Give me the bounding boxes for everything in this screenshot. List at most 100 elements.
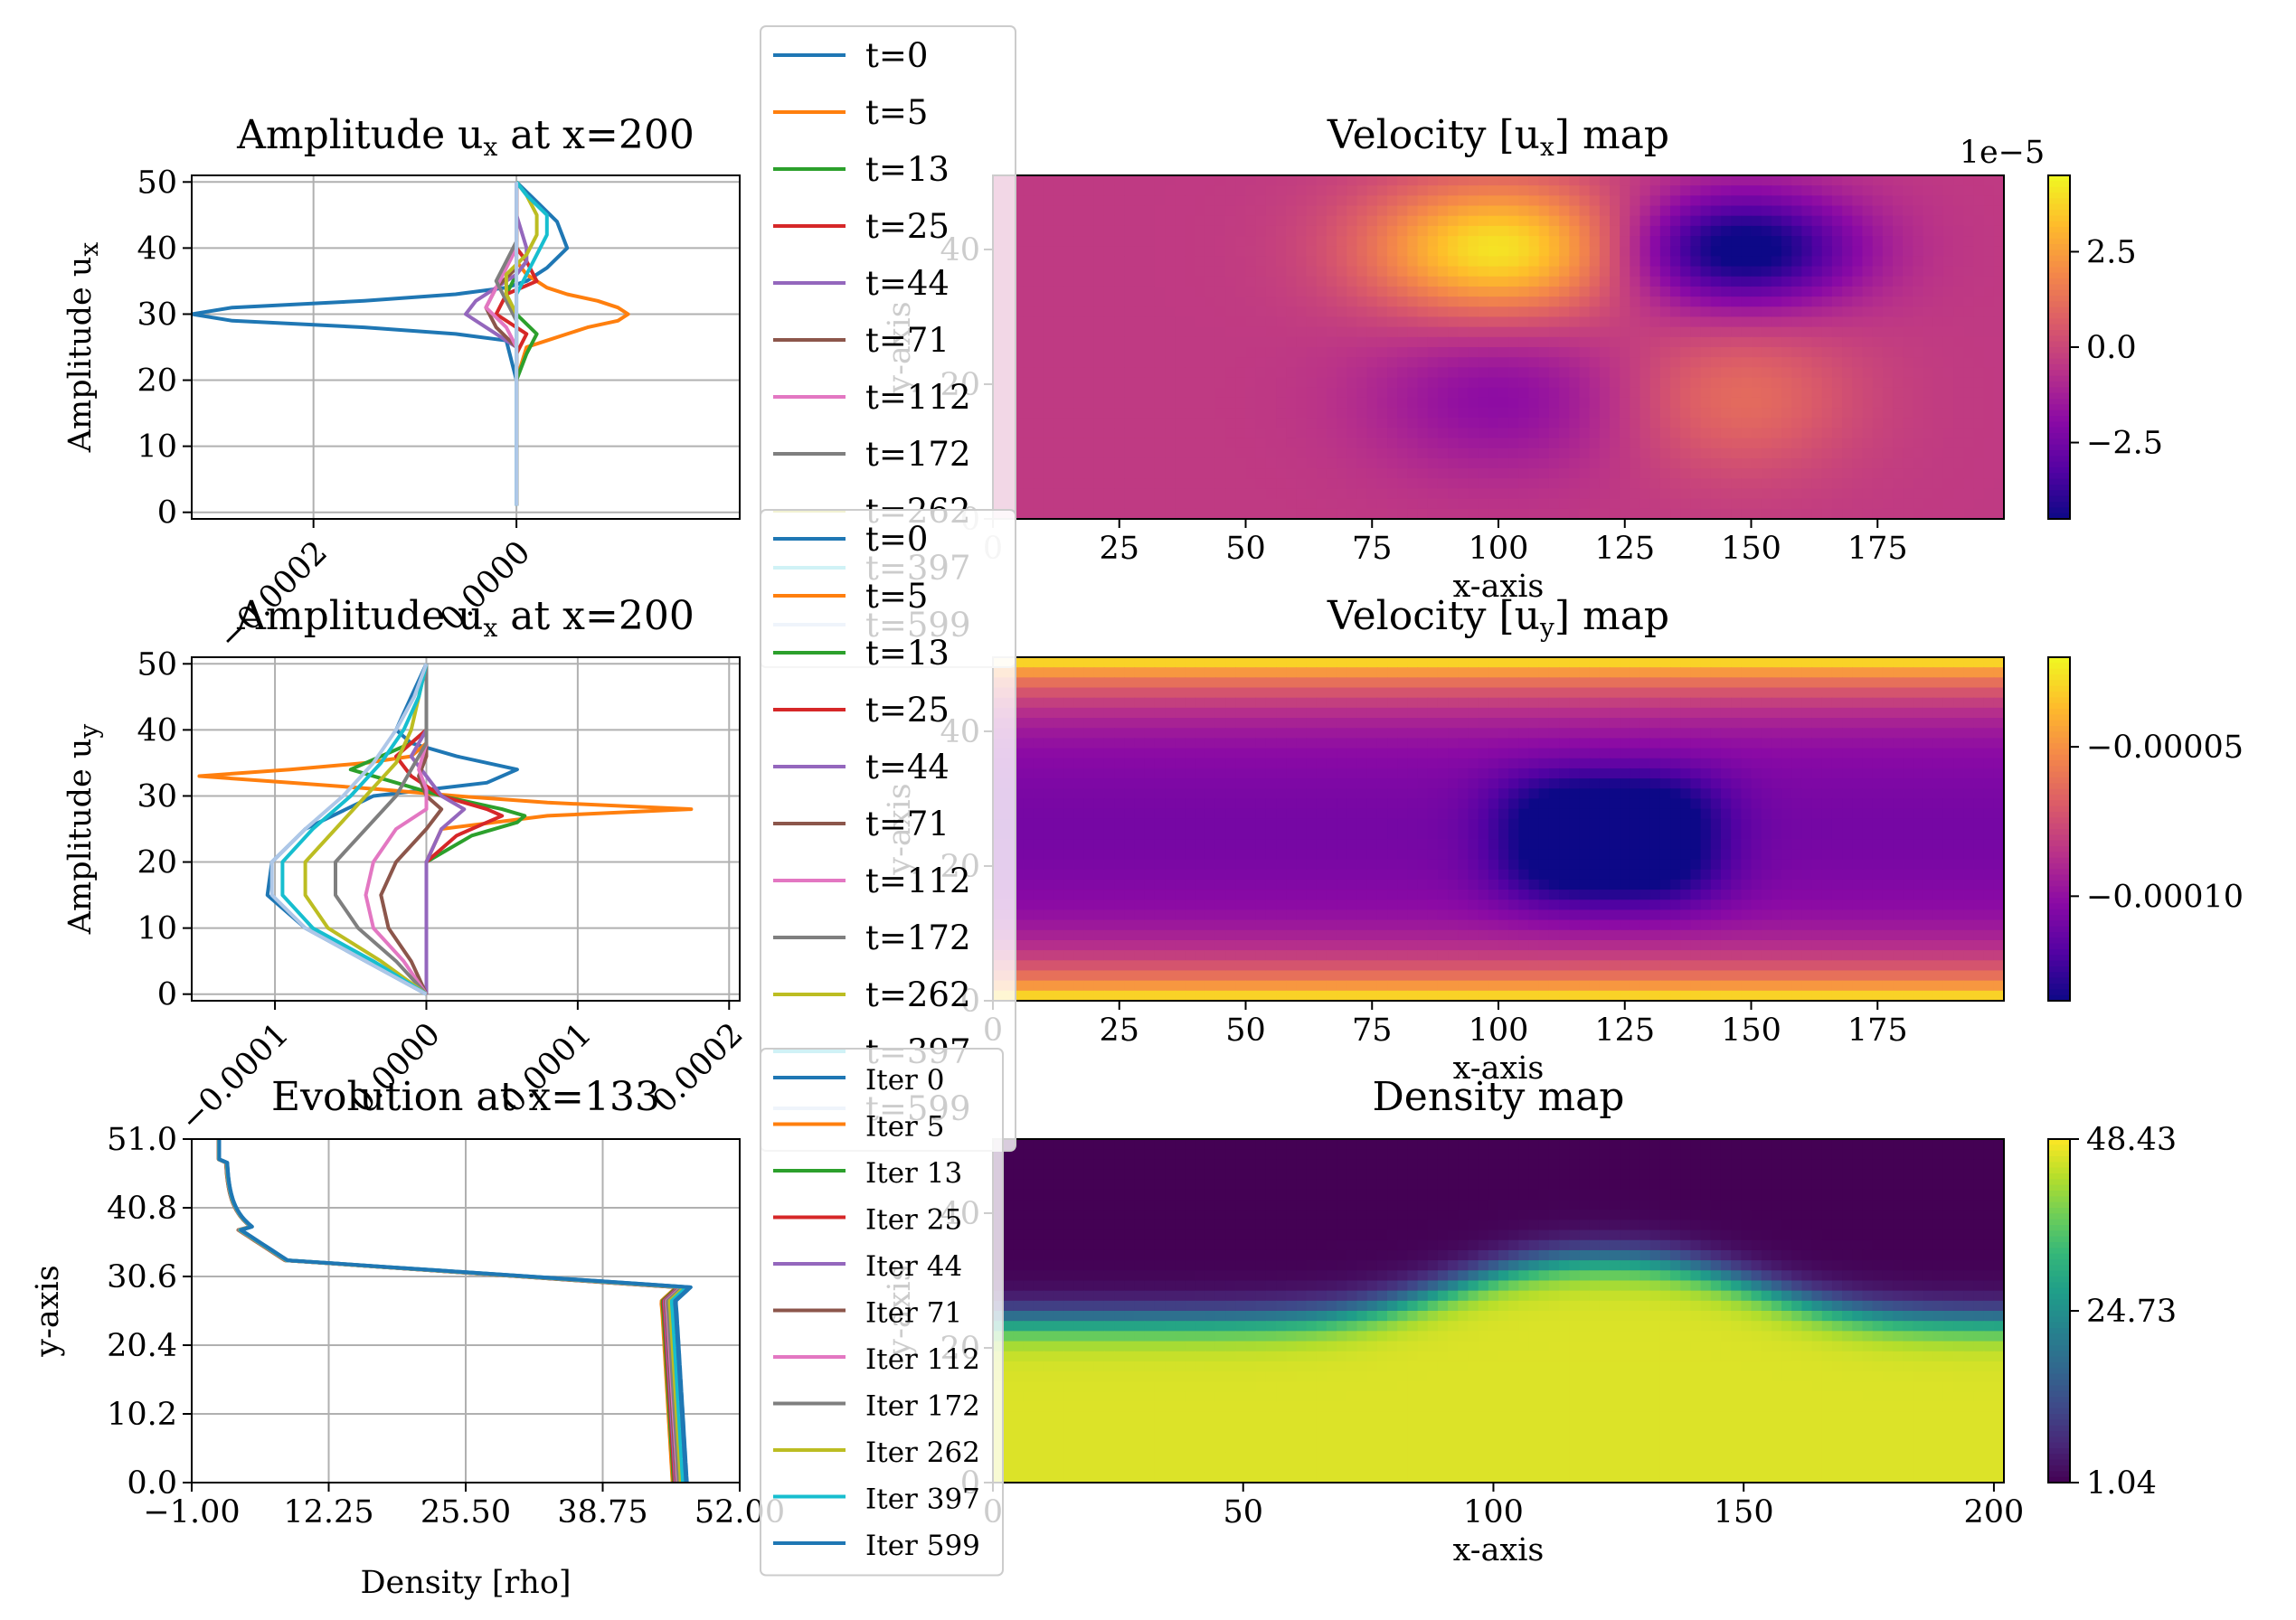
uy-map-cell — [1720, 738, 1732, 749]
ux-map-cell — [1599, 347, 1611, 358]
ux-map-cell — [1599, 205, 1611, 217]
ux-map-cell — [1185, 447, 1196, 459]
uy-map-cell — [1953, 697, 1964, 709]
ux-map-colorbar-cell — [2048, 324, 2070, 331]
ux-map-cell — [1741, 377, 1753, 389]
ux-map-cell — [1468, 367, 1479, 379]
ux-map-cell — [1033, 347, 1044, 358]
uy-map-cell — [1882, 718, 1894, 729]
ux-map-cell — [1185, 488, 1196, 500]
uy-map-cell — [1649, 657, 1661, 668]
ux-map-cell — [1437, 438, 1449, 449]
uy-map-cell — [1376, 677, 1388, 689]
uy-map-cell — [1983, 728, 1995, 739]
ux-map-cell — [1862, 457, 1874, 469]
uy-map-cell — [1831, 657, 1843, 668]
ux-map-cell — [1235, 478, 1247, 490]
uy-map-cell — [1630, 778, 1641, 789]
ux-map-colorbar-cell — [2048, 438, 2070, 446]
ux-map-cell — [1973, 326, 1985, 338]
ux-map-cell — [1811, 306, 1823, 318]
ux-map-cell — [1306, 215, 1318, 227]
ux-map-cell — [1508, 438, 1519, 449]
ux-map-cell — [1296, 185, 1308, 196]
ux-map-cell — [1033, 498, 1044, 510]
uy-map-cell — [1751, 738, 1762, 749]
ux-map-cell — [1528, 246, 1540, 258]
ux-map-cell — [1134, 256, 1146, 268]
ux-map-cell — [1649, 195, 1661, 207]
ux-map-cell — [1407, 447, 1419, 459]
ux-map-colorbar-cell — [2048, 289, 2070, 297]
uy-map-cell — [1448, 697, 1459, 709]
ux-map-cell — [1316, 276, 1328, 287]
uy-map-cell — [1235, 707, 1247, 719]
ux-map-cell — [1579, 306, 1591, 318]
ux-map-cell — [1235, 195, 1247, 207]
ux-map-cell — [1518, 428, 1530, 439]
ux-map-cell — [1033, 457, 1044, 469]
ux-map-cell — [1103, 488, 1115, 500]
ux-map-cell — [1963, 397, 1975, 409]
ux-map-cell — [1639, 336, 1651, 348]
uy-map-cell — [1437, 788, 1449, 800]
ux-map-cell — [1427, 498, 1439, 510]
ux-map-cell — [1923, 236, 1934, 247]
ux-map-cell — [1023, 336, 1035, 348]
ux-map-cell — [1872, 418, 1884, 429]
ux-map-cell — [1225, 266, 1236, 278]
ux-map-cell — [1255, 498, 1267, 510]
ux-map-cell — [1639, 478, 1651, 490]
ux-map-cell — [1498, 367, 1509, 379]
uy-map-cell — [1103, 758, 1115, 769]
ux-map-cell — [1983, 498, 1995, 510]
ux-map-cell — [1670, 438, 1681, 449]
ux-map-cell — [1245, 205, 1257, 217]
uy-map-cell — [1579, 707, 1591, 719]
ux-map-cell — [1255, 347, 1267, 358]
ux-map-cell — [1781, 256, 1792, 268]
ux-map-cell — [1255, 468, 1267, 479]
ux-map-cell — [1801, 357, 1813, 368]
ux-map-cell — [1609, 457, 1620, 469]
ux-map-cell — [1326, 508, 1337, 520]
ux-map-cell — [1649, 215, 1661, 227]
uy-map-cell — [1862, 667, 1874, 678]
ux-map-cell — [1114, 225, 1125, 237]
ux-map-cell — [1205, 306, 1216, 318]
ux-map-cell — [1548, 488, 1560, 500]
ux-map-cell — [1983, 367, 1995, 379]
uy-map-cell — [1427, 707, 1439, 719]
uy-map-cell — [1953, 718, 1964, 729]
ux-map-cell — [1326, 387, 1337, 399]
ux-map-cell — [1286, 357, 1297, 368]
uy-map-cell — [1437, 748, 1449, 759]
ux-map-cell — [1033, 316, 1044, 328]
ux-map-cell — [1154, 387, 1166, 399]
ux-map-cell — [1649, 508, 1661, 520]
uy-map-cell — [1973, 758, 1985, 769]
uy-map-cell — [1175, 697, 1186, 709]
uy-map-cell — [1599, 778, 1611, 789]
ux-map-cell — [1225, 488, 1236, 500]
ux-map-cell — [1953, 195, 1964, 207]
uy-map-cell — [1518, 697, 1530, 709]
uy-map-cell — [1114, 758, 1125, 769]
ux-map-cell — [1731, 256, 1742, 268]
uy-map-cell — [1639, 778, 1651, 789]
uy-map-cell — [1659, 748, 1671, 759]
ux-map-cell — [1013, 316, 1025, 328]
ux-map-cell — [1054, 336, 1064, 348]
ux-map-cell — [1831, 347, 1843, 358]
ux-map-cell — [1710, 276, 1722, 287]
ux-map-cell — [1286, 377, 1297, 389]
ux-map-cell — [1417, 306, 1429, 318]
ux-map-cell — [1448, 367, 1459, 379]
ux-map-colorbar-cell — [2048, 410, 2070, 417]
uy-map-cell — [1205, 778, 1216, 789]
ux-map-cell — [1458, 316, 1469, 328]
uy-map-cell — [1458, 788, 1469, 800]
ux-map-cell — [1316, 468, 1328, 479]
ux-map-cell — [1771, 266, 1782, 278]
uy-map-cell — [1620, 657, 1630, 668]
